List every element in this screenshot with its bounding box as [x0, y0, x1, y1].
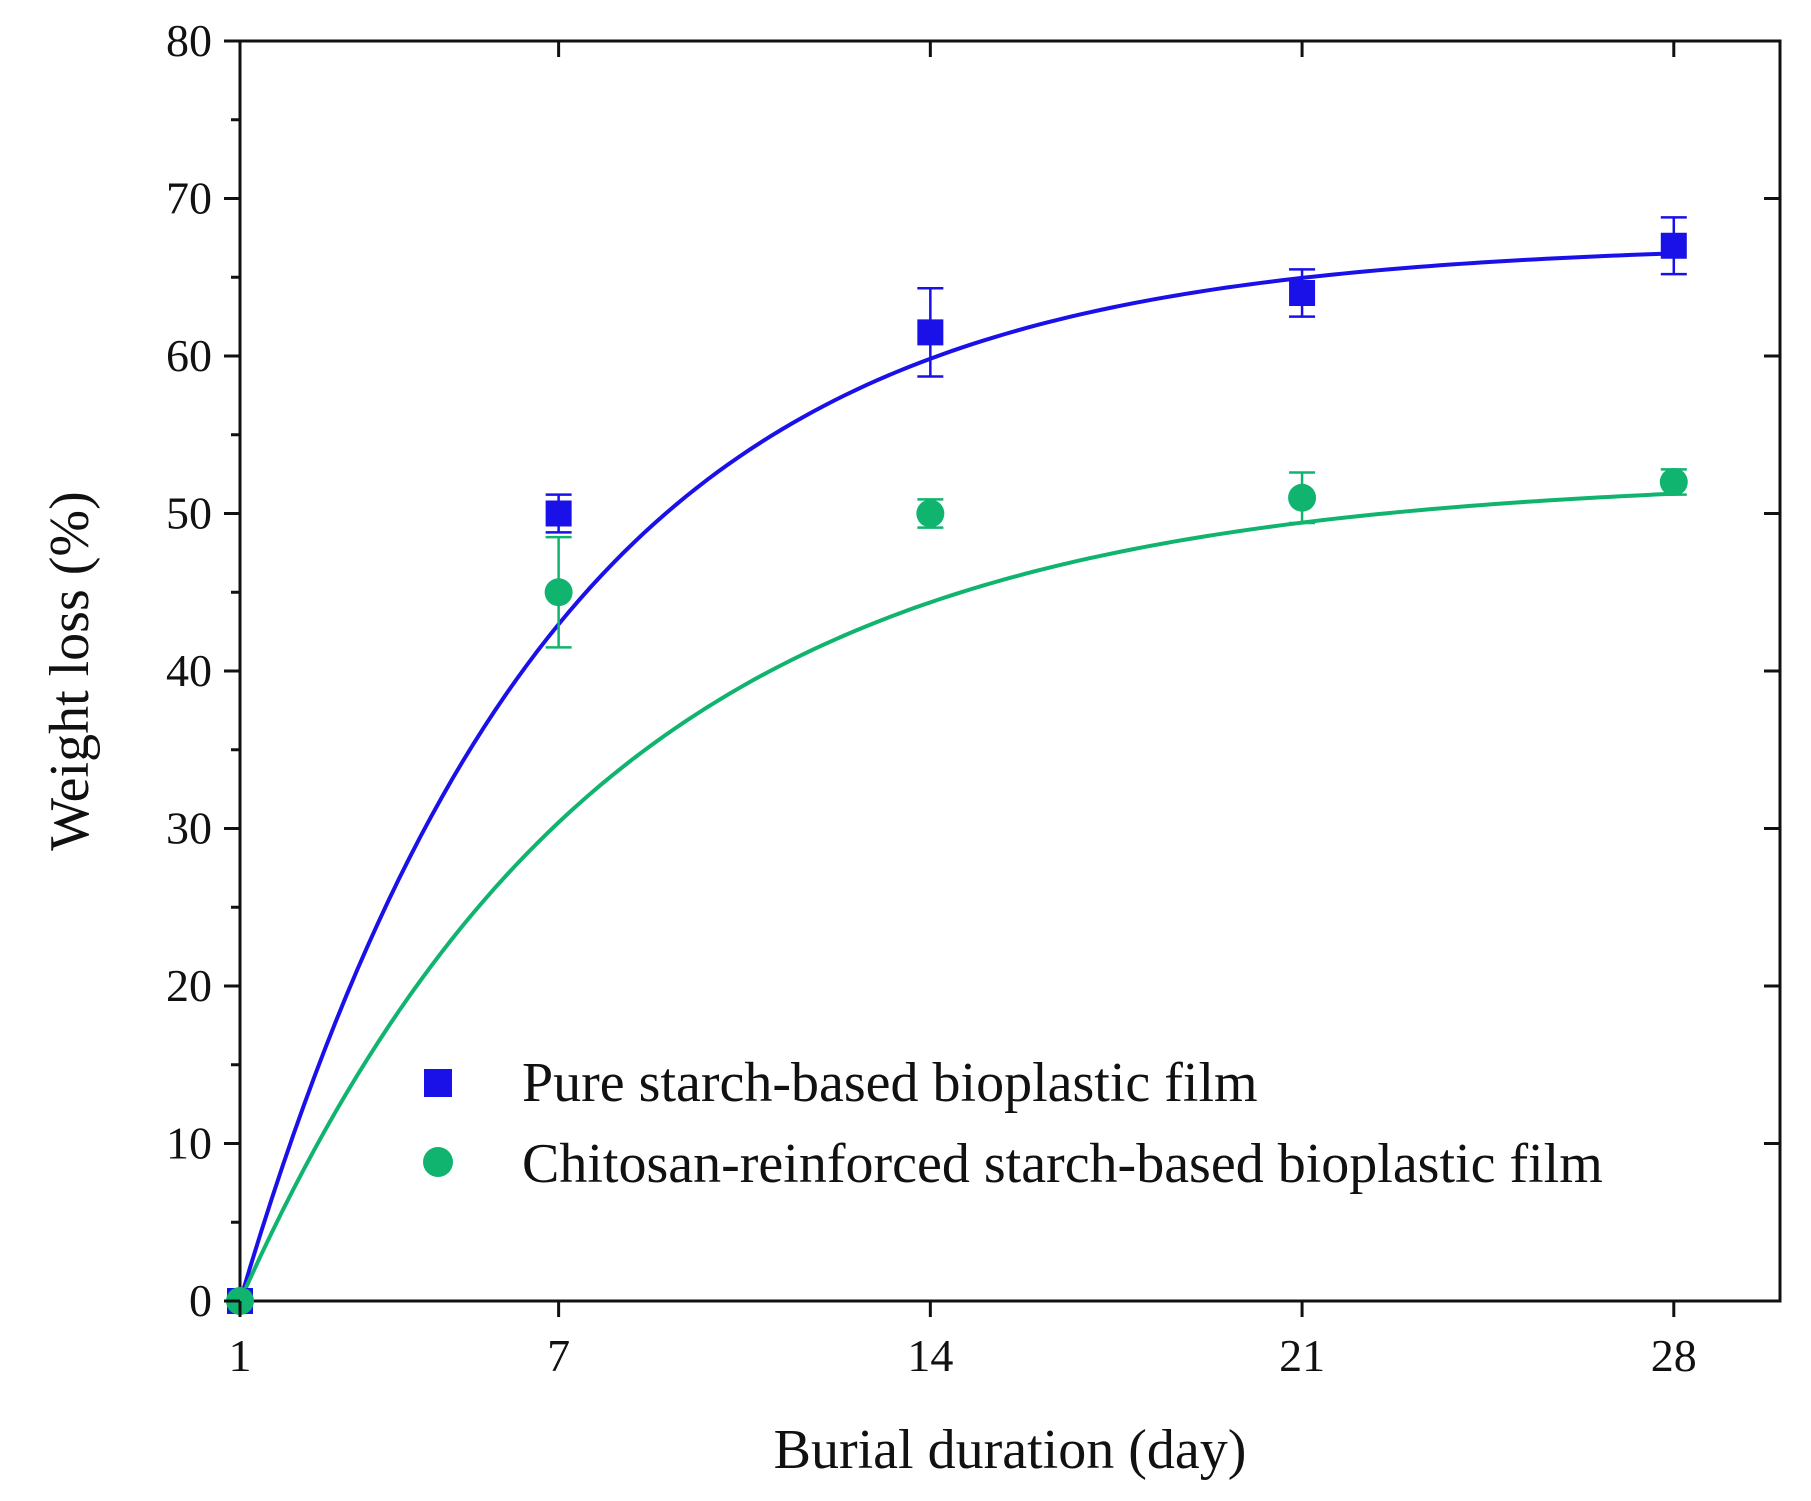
y-tick-label: 70 — [166, 173, 212, 224]
data-point-pure-starch — [1289, 280, 1316, 306]
legend-label-chitosan: Chitosan-reinforced starch-based bioplas… — [522, 1133, 1603, 1195]
legend: Pure starch-based bioplastic film Chitos… — [423, 1052, 1603, 1195]
x-tick-label: 1 — [229, 1330, 252, 1381]
y-tick-label: 60 — [166, 330, 212, 381]
data-point-chitosan — [916, 499, 945, 528]
legend-marker-chitosan — [423, 1147, 453, 1177]
axes: 0 10 20 30 40 50 60 70 80 1 7 14 21 28 — [166, 15, 1780, 1381]
x-tick-label: 14 — [907, 1330, 953, 1381]
x-tick-label: 21 — [1279, 1330, 1325, 1381]
data-point-pure-starch — [1660, 232, 1687, 259]
y-axis-title: Weight loss (%) — [39, 491, 101, 850]
fit-curve-0 — [238, 251, 1674, 1302]
data-point-pure-starch — [917, 319, 944, 346]
legend-label-pure-starch: Pure starch-based bioplastic film — [522, 1052, 1258, 1114]
data-point-chitosan — [1659, 468, 1688, 496]
error-bars — [545, 216, 1687, 649]
data-point-pure-starch — [545, 500, 572, 527]
y-tick-label: 0 — [189, 1275, 212, 1326]
data-point-chitosan — [1288, 483, 1317, 512]
y-tick-label: 80 — [166, 15, 212, 66]
fit-curve-1 — [238, 491, 1674, 1302]
fit-curves — [238, 251, 1674, 1302]
y-tick-label: 20 — [166, 960, 212, 1011]
y-tick-label: 50 — [166, 488, 212, 539]
x-tick-label: 28 — [1651, 1330, 1697, 1381]
legend-marker-pure-starch — [424, 1069, 452, 1097]
y-tick-label: 10 — [166, 1118, 212, 1169]
x-axis-title: Burial duration (day) — [774, 1419, 1247, 1481]
data-point-chitosan — [544, 578, 573, 607]
x-tick-label: 7 — [547, 1330, 570, 1381]
y-tick-label: 30 — [166, 803, 212, 854]
y-tick-label: 40 — [166, 645, 212, 696]
